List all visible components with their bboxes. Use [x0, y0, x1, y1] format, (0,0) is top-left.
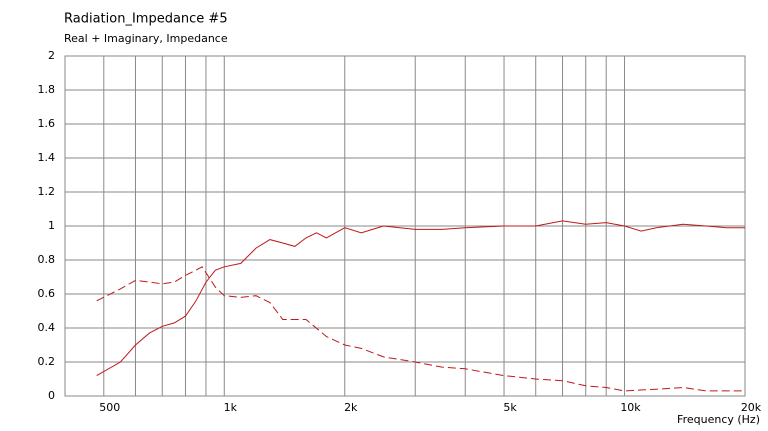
y-tick-label: 0.4 — [38, 321, 56, 334]
y-tick-label: 1.6 — [38, 117, 56, 130]
y-tick-label: 1.4 — [38, 151, 56, 164]
y-tick-label: 1.2 — [38, 185, 56, 198]
data-line — [96, 266, 745, 392]
y-tick-label: 2 — [48, 49, 55, 62]
x-tick-label: 500 — [99, 401, 120, 414]
x-tick-label: 1k — [224, 401, 238, 414]
x-tick-label: 5k — [503, 401, 517, 414]
x-tick-label: 2k — [344, 401, 358, 414]
y-tick-label: 0 — [48, 389, 55, 402]
y-tick-label: 1.8 — [38, 83, 56, 96]
y-tick-label: 0.6 — [38, 287, 56, 300]
x-tick-label: 10k — [620, 401, 641, 414]
y-tick-label: 0.2 — [38, 355, 56, 368]
chart-subtitle: Real + Imaginary, Impedance — [64, 32, 228, 45]
y-tick-label: 1 — [48, 219, 55, 232]
x-tick-label: 20k — [741, 401, 762, 414]
data-line — [96, 220, 745, 377]
x-axis-label: Frequency (Hz) — [677, 413, 760, 426]
chart-title: Radiation_Impedance #5 — [64, 12, 228, 27]
y-tick-label: 0.8 — [38, 253, 56, 266]
